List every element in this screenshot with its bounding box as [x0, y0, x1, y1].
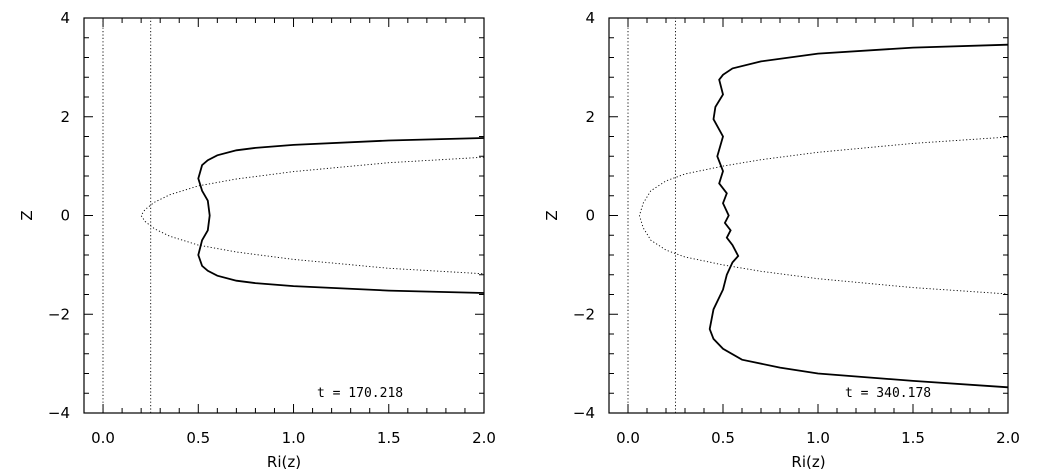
- x-tick-label: 0.5: [186, 429, 210, 447]
- plot-frame: [608, 17, 1009, 414]
- y-tick-label: 4: [60, 9, 70, 27]
- y-tick-label: 2: [585, 108, 595, 126]
- y-tick-label: 0: [585, 207, 595, 225]
- x-tick-label: 2.0: [996, 429, 1020, 447]
- y-axis-label: Z: [543, 210, 561, 220]
- x-axis-label: Ri(z): [791, 453, 825, 471]
- reference-dotted-line: [140, 156, 485, 275]
- y-tick-label: −4: [48, 404, 70, 422]
- x-tick-label: 2.0: [472, 429, 496, 447]
- plot-frame: [83, 17, 485, 414]
- x-tick-label: 1.0: [806, 429, 830, 447]
- y-tick-label: 4: [585, 9, 595, 27]
- y-tick-label: 2: [60, 108, 70, 126]
- time-annotation: t = 340.178: [845, 386, 931, 401]
- y-tick-label: 0: [60, 207, 70, 225]
- richardson-profile-line: [197, 137, 485, 294]
- right-panel: t = 340.178 0.0 0.5 1.0 1.5 2.0 −4 −2 0 2 4 Ri(z) Z: [543, 9, 1020, 471]
- y-tick-label: −2: [48, 305, 70, 323]
- reference-dotted-line: [638, 136, 1009, 295]
- x-tick-label: 0.5: [711, 429, 735, 447]
- richardson-profile-line: [708, 43, 1009, 389]
- y-tick-label: −2: [573, 305, 595, 323]
- x-tick-label: 1.5: [377, 429, 401, 447]
- x-tick-label: 1.5: [901, 429, 925, 447]
- time-annotation: t = 170.218: [317, 386, 403, 401]
- y-axis-label: Z: [18, 210, 36, 220]
- x-tick-label: 0.0: [91, 429, 115, 447]
- left-panel: t = 170.218 0.0 0.5 1.0 1.5 2.0 −4 −2 0 2 4 Ri(z) Z: [18, 9, 496, 471]
- x-tick-label: 0.0: [616, 429, 640, 447]
- y-tick-label: −4: [573, 404, 595, 422]
- x-tick-label: 1.0: [282, 429, 306, 447]
- x-axis-label: Ri(z): [267, 453, 301, 471]
